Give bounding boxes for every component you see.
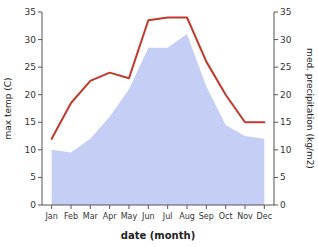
y2-tick-label: 25 — [280, 62, 291, 72]
x-tick-label: Oct — [219, 212, 233, 221]
x-tick — [90, 205, 91, 209]
x-tick-label: Jul — [162, 212, 173, 221]
y-axis-label: max temp (C) — [3, 77, 13, 139]
y2-tick — [274, 122, 278, 123]
y2-tick-label: 0 — [280, 200, 286, 210]
x-tick-label: Jun — [141, 212, 155, 221]
y2-tick-label: 5 — [280, 172, 286, 182]
y2-tick-label: 20 — [280, 90, 292, 100]
x-tick — [245, 205, 246, 209]
x-tick-label: Nov — [237, 212, 253, 221]
x-tick — [51, 205, 52, 209]
y2-tick — [274, 12, 278, 13]
x-tick — [264, 205, 265, 209]
x-tick — [206, 205, 207, 209]
axes: 0 5 10 15 20 25 30 35 0 5 10 15 20 25 30 35 Jan Feb Mar Apr… — [25, 7, 292, 221]
y-tick-label: 15 — [25, 117, 36, 127]
y2-tick — [274, 149, 278, 150]
chart: 0 5 10 15 20 25 30 35 0 5 10 15 20 25 30 35 Jan Feb Mar Apr… — [0, 0, 318, 247]
x-axis-label: date (month) — [121, 230, 195, 241]
x-tick — [225, 205, 226, 209]
y-tick — [38, 205, 42, 206]
x-tick — [129, 205, 130, 209]
y-axis-line — [42, 12, 43, 205]
y-tick-label: 0 — [30, 200, 36, 210]
y2-tick-label: 15 — [280, 117, 291, 127]
x-tick-label: Dec — [257, 212, 272, 221]
y2-tick-label: 10 — [280, 145, 292, 155]
y2-axis-line — [274, 12, 275, 205]
y2-tick-label: 35 — [280, 7, 291, 17]
y2-tick — [274, 94, 278, 95]
x-tick — [167, 205, 168, 209]
x-tick-label: Jan — [44, 212, 57, 221]
plot-area — [52, 18, 265, 205]
x-axis-line — [42, 205, 274, 206]
x-tick-label: Aug — [179, 212, 195, 221]
y-tick-label: 25 — [25, 62, 36, 72]
y-tick-label: 30 — [25, 35, 37, 45]
y2-axis-label: med. precipitation (kg/m2) — [305, 48, 315, 169]
y-tick — [38, 149, 42, 150]
x-tick-label: Feb — [64, 212, 78, 221]
x-tick — [109, 205, 110, 209]
y-tick-label: 5 — [30, 172, 36, 182]
x-tick — [148, 205, 149, 209]
y-tick-label: 35 — [25, 7, 36, 17]
y2-tick — [274, 67, 278, 68]
x-tick — [71, 205, 72, 209]
y2-tick-label: 30 — [280, 35, 292, 45]
y2-tick — [274, 177, 278, 178]
precipitation-area — [52, 34, 265, 205]
y-tick — [38, 177, 42, 178]
y-tick — [38, 39, 42, 40]
x-tick-label: Apr — [103, 212, 118, 221]
y-tick — [38, 94, 42, 95]
y2-tick — [274, 205, 278, 206]
temperature-line — [52, 18, 265, 139]
y2-tick — [274, 39, 278, 40]
x-tick-label: May — [121, 212, 138, 221]
x-tick — [187, 205, 188, 209]
y-tick — [38, 122, 42, 123]
y-tick-label: 20 — [25, 90, 37, 100]
x-tick-label: Mar — [83, 212, 99, 221]
x-tick-label: Sep — [199, 212, 214, 221]
y-tick — [38, 67, 42, 68]
y-tick — [38, 12, 42, 13]
y-tick-label: 10 — [25, 145, 37, 155]
